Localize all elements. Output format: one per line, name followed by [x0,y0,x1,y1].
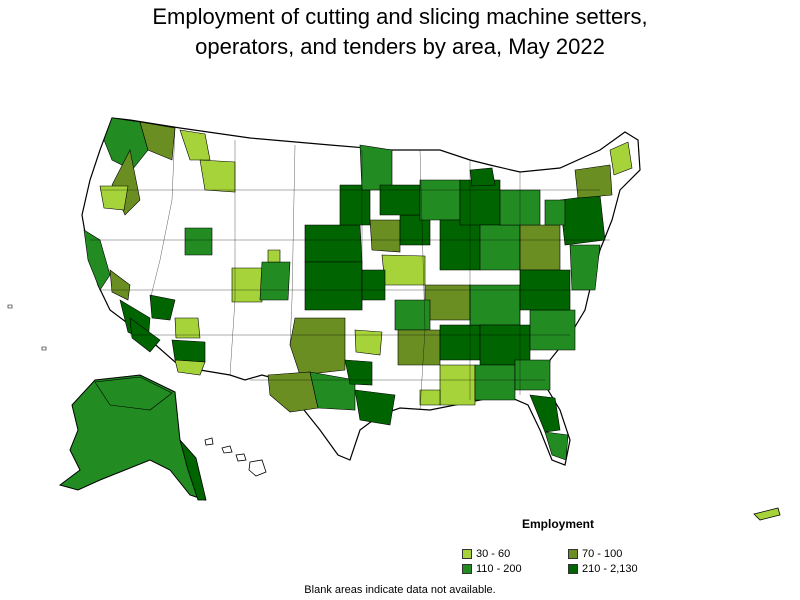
legend-item-210-2130: 210 - 2,130 [568,563,668,575]
legend-label-70-100: 70 - 100 [582,548,623,560]
alaska-north-area [94,376,173,411]
legend-item-30-60: 30 - 60 [462,548,568,560]
hawaii-islands [204,437,267,477]
footnote: Blank areas indicate data not available. [304,584,496,596]
title-line-1: Employment of cutting and slicing machin… [152,4,648,29]
legend-grid: 30 - 60 70 - 100 110 - 200 210 - 2,130 [462,548,662,575]
map-legend: Employment 30 - 60 70 - 100 110 - 200 21… [462,517,662,575]
legend-swatch-110-200 [462,564,472,574]
legend-label-30-60: 30 - 60 [476,548,511,560]
legend-label-210-2130: 210 - 2,130 [582,563,638,575]
legend-swatch-70-100 [568,549,578,559]
alaska-outline [58,374,206,501]
alaska-panhandle [179,439,207,501]
legend-swatch-210-2130 [568,564,578,574]
puerto-rico [753,507,781,521]
legend-title: Employment [522,517,595,531]
title-line-2: operators, and tenders by area, May 2022 [195,34,605,59]
area-boundaries [90,127,610,411]
us-employment-map [7,117,781,521]
small-islands [7,304,47,351]
legend-label-110-200: 110 - 200 [476,563,522,575]
legend-item-110-200: 110 - 200 [462,563,568,575]
map-title: Employment of cutting and slicing machin… [0,2,800,62]
legend-item-70-100: 70 - 100 [568,548,668,560]
legend-swatch-30-60 [462,549,472,559]
